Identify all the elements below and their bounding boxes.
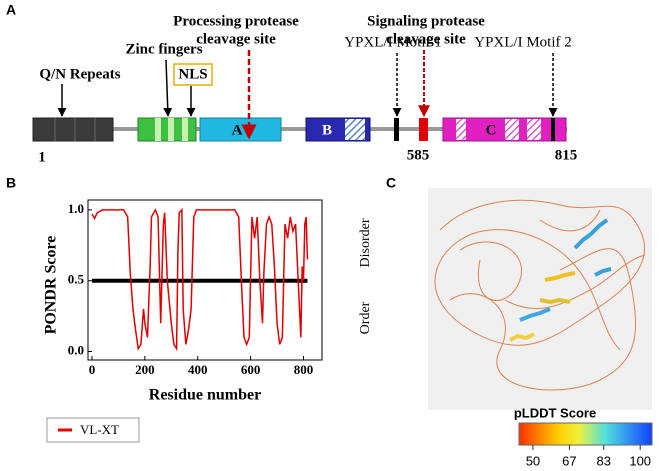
annotation: YPXL/I Motif 1 bbox=[344, 34, 442, 50]
domain-label: B bbox=[322, 122, 332, 138]
plot: 0.0 0.5 1.0 0 200 400 600 800 bbox=[68, 199, 323, 377]
structure-coil bbox=[434, 199, 646, 391]
residue-label: 585 bbox=[407, 147, 430, 163]
arrow bbox=[163, 59, 173, 117]
region-label: Order bbox=[358, 301, 373, 334]
structure-helix bbox=[509, 218, 612, 342]
annotation: Signaling protease bbox=[367, 13, 485, 29]
annotation: YPXL/I Motif 2 bbox=[474, 34, 572, 50]
colorbar-title: pLDDT Score bbox=[514, 405, 596, 420]
domain-label: C bbox=[486, 122, 497, 138]
panel-label: C bbox=[386, 175, 396, 191]
legend-label: VL-XT bbox=[80, 422, 119, 437]
nls-box bbox=[173, 63, 213, 86]
domain-c bbox=[442, 117, 567, 142]
annotation: Q/N Repeats bbox=[39, 66, 120, 82]
signal-site bbox=[419, 118, 428, 141]
panel-label: B bbox=[6, 175, 16, 191]
x-tick-label: 200 bbox=[135, 362, 155, 377]
x-tick-label: 0 bbox=[89, 362, 96, 377]
plot-frame bbox=[87, 199, 323, 361]
motif-bar bbox=[394, 118, 399, 141]
annotation: NLS bbox=[178, 66, 207, 82]
colorbar bbox=[518, 422, 653, 446]
y-tick-label: 0.5 bbox=[68, 272, 85, 287]
y-axis-label: PONDR Score bbox=[43, 236, 60, 335]
colorbar-tick-label: 67 bbox=[562, 453, 576, 468]
annotation: cleavage site bbox=[196, 31, 276, 47]
region-label: Disorder bbox=[358, 218, 373, 267]
x-axis-label: Residue number bbox=[149, 387, 261, 404]
colorbar-ticks: 50 67 83 100 bbox=[526, 445, 651, 468]
domain-a bbox=[199, 117, 282, 142]
x-tick-label: 800 bbox=[294, 362, 314, 377]
domain-label: A bbox=[232, 122, 243, 138]
annotation: Zinc fingers bbox=[125, 41, 202, 57]
x-tick-label: 600 bbox=[241, 362, 261, 377]
residue-label: 1 bbox=[38, 149, 46, 165]
domain-zinc bbox=[137, 117, 197, 142]
y-tick-label: 1.0 bbox=[68, 201, 84, 216]
panel-label: A bbox=[6, 2, 16, 18]
colorbar-tick-label: 50 bbox=[526, 453, 540, 468]
x-tick-label: 400 bbox=[188, 362, 208, 377]
structure-image bbox=[428, 188, 652, 410]
annotation: Processing protease bbox=[173, 13, 299, 29]
residue-label: 815 bbox=[555, 147, 578, 163]
domain-qn bbox=[32, 117, 114, 142]
annotation: cleavage site bbox=[386, 31, 466, 47]
colorbar-tick-label: 83 bbox=[596, 453, 610, 468]
y-tick-label: 0.0 bbox=[68, 342, 84, 357]
colorbar-tick-label: 100 bbox=[629, 453, 651, 468]
line-series bbox=[91, 208, 309, 352]
domain-b bbox=[305, 117, 371, 142]
